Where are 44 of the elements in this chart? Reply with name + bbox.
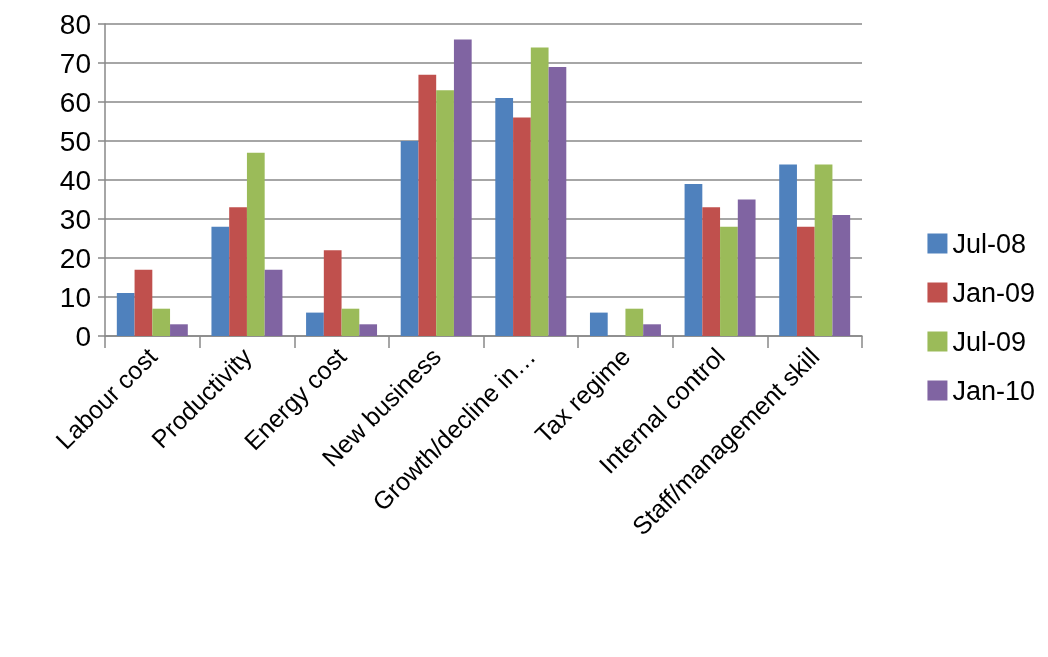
bar (170, 324, 188, 336)
bar (625, 308, 644, 336)
y-tick-label: 50 (59, 125, 91, 157)
bar (323, 250, 342, 336)
y-tick-label: 20 (59, 242, 91, 274)
bar (832, 215, 851, 336)
bar (495, 98, 514, 336)
y-tick-label: 60 (59, 86, 91, 118)
legend-label: Jan-09 (952, 277, 1036, 308)
bar (152, 308, 171, 336)
y-tick-label: 0 (75, 320, 91, 352)
y-tick-label: 70 (59, 47, 91, 79)
bar (589, 312, 608, 336)
bar (264, 269, 283, 336)
bar (341, 308, 360, 336)
bar (530, 47, 549, 336)
bar (116, 293, 135, 336)
bar (306, 312, 324, 336)
bar (229, 207, 247, 336)
legend-label: Jul-08 (952, 228, 1026, 259)
y-tick-label: 80 (59, 8, 91, 40)
y-tick-label: 10 (59, 281, 91, 313)
bar (418, 74, 437, 336)
bar (548, 66, 567, 336)
legend-label: Jul-09 (952, 326, 1026, 357)
legend-label: Jan-10 (952, 375, 1036, 406)
bar (720, 226, 738, 336)
bar (814, 164, 833, 336)
bar (400, 141, 419, 336)
bar (796, 226, 815, 336)
bar (453, 39, 472, 336)
bar (737, 199, 756, 336)
bar (779, 164, 797, 336)
y-tick-label: 40 (59, 164, 91, 196)
bar (246, 152, 265, 336)
bar (513, 117, 531, 336)
bar (359, 324, 378, 336)
y-tick-label: 30 (59, 203, 91, 235)
bar (702, 207, 721, 336)
bar (684, 183, 703, 336)
bar (211, 226, 230, 336)
bar (436, 90, 454, 336)
bar (134, 269, 153, 336)
bar (643, 324, 661, 336)
